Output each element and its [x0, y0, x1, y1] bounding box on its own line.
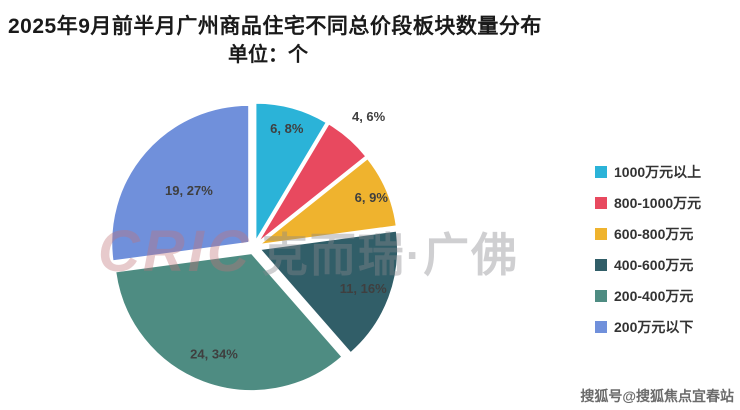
- legend-item-1: 1000万元以上: [595, 163, 701, 181]
- pie-slice-2: [258, 123, 367, 243]
- legend-item-4: 400-600万元: [595, 256, 701, 274]
- pie-slice-6-data-label: 19, 27%: [165, 183, 213, 198]
- chart-title: 2025年9月前半月广州商品住宅不同总价段板块数量分布: [8, 15, 542, 38]
- legend-item-6: 200万元以下: [595, 318, 701, 336]
- pie-slice-1: [255, 102, 327, 243]
- legend-label: 600-800万元: [614, 226, 694, 242]
- pie-slice-3: [258, 158, 397, 245]
- legend-label: 400-600万元: [614, 257, 694, 273]
- pie-slice-5: [115, 253, 343, 391]
- pie-slice-5-data-label: 24, 34%: [190, 347, 238, 362]
- pie-slice-4: [259, 230, 399, 354]
- pie-slice-1-data-label: 6, 8%: [270, 121, 304, 136]
- pie-slice-2-data-label: 4, 6%: [352, 109, 386, 124]
- legend: 1000万元以上 800-1000万元 600-800万元 400-600万元 200-…: [595, 163, 701, 349]
- sohu-credit: 搜狐号@搜狐焦点宜春站: [580, 388, 734, 404]
- legend-label: 200-400万元: [614, 288, 694, 304]
- legend-label: 1000万元以上: [614, 164, 702, 180]
- pie-slice-4-data-label: 11, 16%: [340, 281, 387, 296]
- pie-slice-3-data-label: 6, 9%: [355, 190, 389, 205]
- legend-item-2: 800-1000万元: [595, 194, 701, 212]
- legend-item-5: 200-400万元: [595, 287, 701, 305]
- unit-label: 单位：个: [228, 44, 308, 66]
- legend-color-swatch: [595, 259, 607, 271]
- legend-color-swatch: [595, 290, 607, 302]
- legend-color-swatch: [595, 197, 607, 209]
- pie-slice-6: [111, 104, 250, 262]
- legend-label: 200万元以下: [614, 319, 694, 335]
- legend-item-3: 600-800万元: [595, 225, 701, 243]
- legend-label: 800-1000万元: [614, 195, 702, 211]
- legend-color-swatch: [595, 228, 607, 240]
- legend-color-swatch: [595, 166, 607, 178]
- legend-color-swatch: [595, 321, 607, 333]
